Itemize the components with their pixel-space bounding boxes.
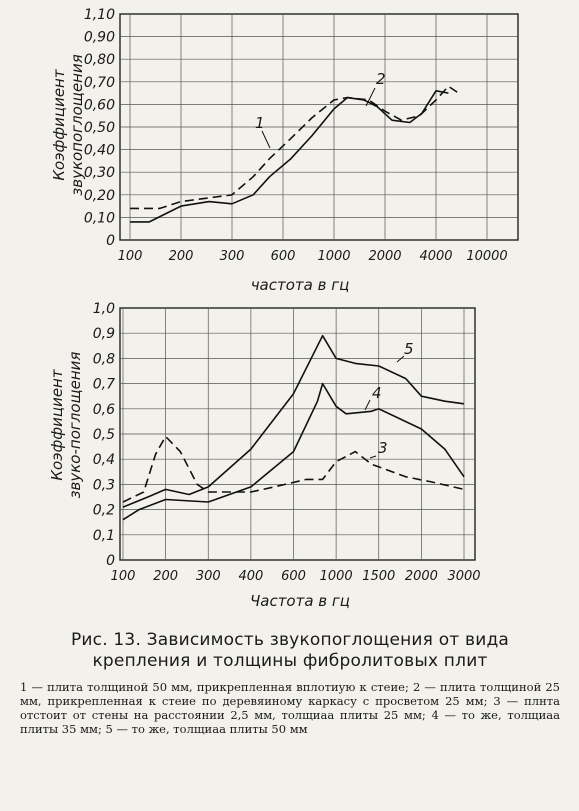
x-tick-label: 3000: [447, 569, 480, 584]
x-tick-label: 100: [111, 569, 136, 584]
series-line-1: [130, 90, 449, 223]
y-axis-label-line1: Коэффициент: [48, 368, 66, 480]
y-tick-label: 0,40: [84, 143, 115, 159]
y-tick-label: 0,80: [84, 52, 115, 68]
y-tick-label: 0,9: [93, 326, 115, 342]
y-tick-label: 0,4: [93, 452, 115, 468]
figure-caption: Рис. 13. Зависимость звукопоглощения от …: [20, 630, 560, 736]
curve-label: 3: [378, 439, 388, 457]
curve-label-leader: [365, 87, 376, 107]
y-axis-label-line2: звукопоглощения: [68, 54, 86, 196]
x-tick-label: 10000: [466, 249, 507, 264]
y-tick-label: 0,90: [84, 30, 115, 46]
x-tick-label: 600: [281, 569, 306, 584]
y-tick-label: 0,20: [84, 188, 115, 204]
y-tick-label: 0,2: [93, 503, 115, 519]
x-tick-label: 600: [271, 249, 296, 264]
series-line-3: [122, 435, 465, 503]
y-tick-label: 0,50: [84, 120, 115, 136]
x-axis-label: Частота в гц: [250, 592, 350, 610]
y-axis-label-line2: звуко-поглощения: [66, 352, 84, 499]
x-tick-label: 200: [169, 249, 194, 264]
y-tick-label: 1,0: [93, 301, 115, 317]
x-tick-label: 1000: [320, 569, 353, 584]
x-tick-label: 4000: [419, 249, 452, 264]
y-tick-label: 0,70: [84, 75, 115, 91]
curve-label-leader: [396, 355, 405, 363]
series-line-4: [122, 382, 465, 521]
y-tick-label: 0,10: [84, 210, 115, 226]
curve-label: 2: [376, 70, 386, 88]
curve-label-leader: [261, 130, 271, 149]
y-tick-label: 0,8: [93, 351, 115, 367]
x-tick-label: 300: [196, 569, 221, 584]
x-tick-label: 100: [118, 249, 143, 264]
y-axis-label-line1: Коэффициент: [50, 68, 68, 180]
y-tick-label: 0,5: [93, 427, 115, 443]
curve-label-leader: [369, 455, 377, 459]
y-tick-label: 0,3: [93, 477, 115, 493]
series-line-5: [122, 334, 465, 508]
caption-legend: 1 — плита толщиной 50 мм, прикрепленная …: [20, 680, 560, 736]
series-line-2: [130, 85, 460, 210]
curve-label: 4: [372, 384, 382, 402]
y-tick-label: 1,10: [84, 7, 115, 23]
chart-bottom: 0 0,1 0,2 0,3 0,4 0,5 0,6 0,7 0,8 0,9 1,0 100 200 300…: [48, 301, 481, 610]
x-tick-label: 2000: [368, 249, 401, 264]
y-tick-label: 0: [106, 233, 115, 249]
curve-label-leader: [364, 399, 371, 411]
x-tick-label: 400: [238, 569, 263, 584]
y-tick-label: 0,7: [93, 377, 115, 393]
caption-title-line1: Рис. 13. Зависимость звукопоглощения от …: [70, 630, 510, 650]
x-tick-label: 2000: [405, 569, 438, 584]
y-tick-label: 0,60: [84, 97, 115, 113]
y-tick-label: 0,1: [93, 528, 115, 544]
curve-label: 1: [255, 114, 265, 132]
caption-title-line2: крепления и толщины фибролитовых плит: [92, 651, 488, 671]
x-axis-label: частота в гц: [251, 276, 350, 294]
x-tick-label: 1500: [362, 569, 395, 584]
x-tick-label: 200: [153, 569, 178, 584]
curve-label: 5: [404, 340, 414, 358]
y-tick-label: 0,30: [84, 165, 115, 181]
y-tick-label: 0,6: [93, 402, 115, 418]
y-tick-label: 0: [106, 553, 115, 569]
chart-top: 0 0,10 0,20 0,30 0,40 0,50 0,60 0,70 0,80 0,90 1,1…: [50, 7, 519, 294]
x-tick-label: 300: [220, 249, 245, 264]
x-tick-label: 1000: [317, 249, 350, 264]
